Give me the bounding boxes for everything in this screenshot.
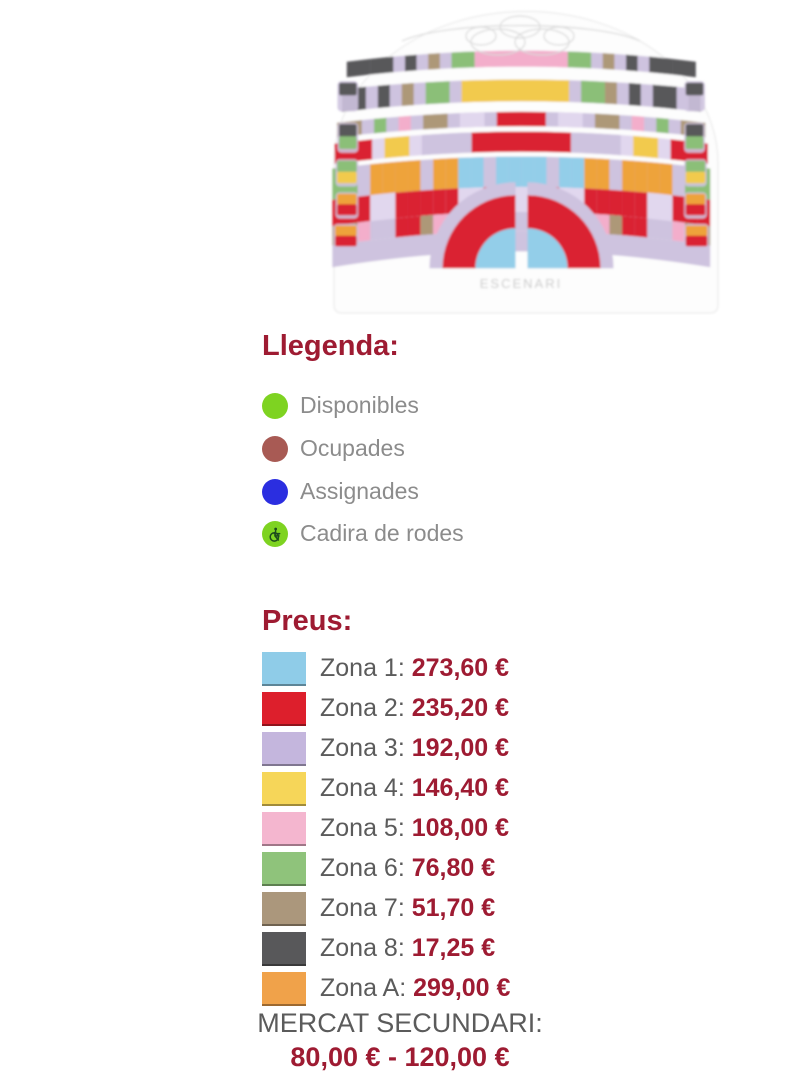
svg-text:ESCENARI: ESCENARI bbox=[480, 276, 562, 291]
